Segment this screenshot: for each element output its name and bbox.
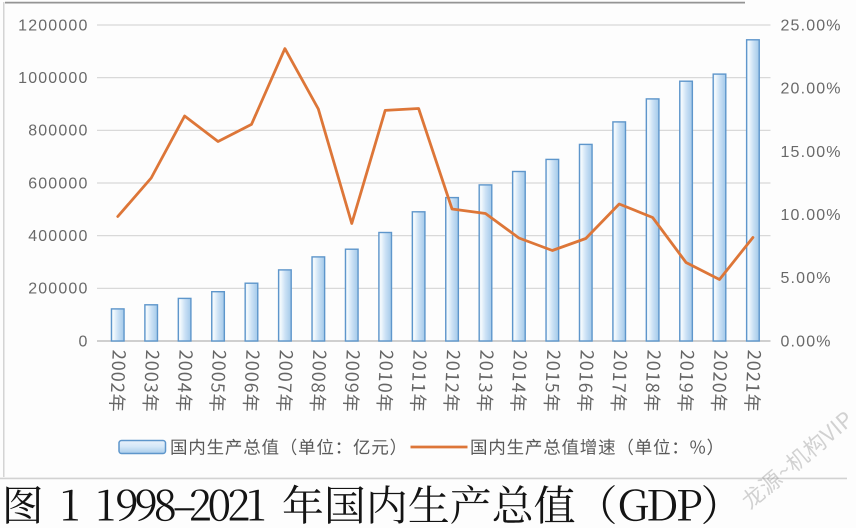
svg-text:15.00%: 15.00% — [781, 144, 842, 161]
svg-text:0: 0 — [78, 333, 88, 350]
svg-text:20.00%: 20.00% — [781, 81, 842, 98]
svg-text:5.00%: 5.00% — [781, 270, 832, 287]
svg-text:0.00%: 0.00% — [781, 333, 832, 350]
svg-text:1200000: 1200000 — [18, 17, 88, 34]
svg-text:600000: 600000 — [28, 175, 88, 192]
svg-text:25.00%: 25.00% — [781, 17, 842, 34]
svg-text:200000: 200000 — [28, 281, 88, 298]
svg-text:10.00%: 10.00% — [781, 207, 842, 224]
svg-text:1000000: 1000000 — [18, 70, 88, 87]
svg-text:400000: 400000 — [28, 228, 88, 245]
svg-text:800000: 800000 — [28, 123, 88, 140]
